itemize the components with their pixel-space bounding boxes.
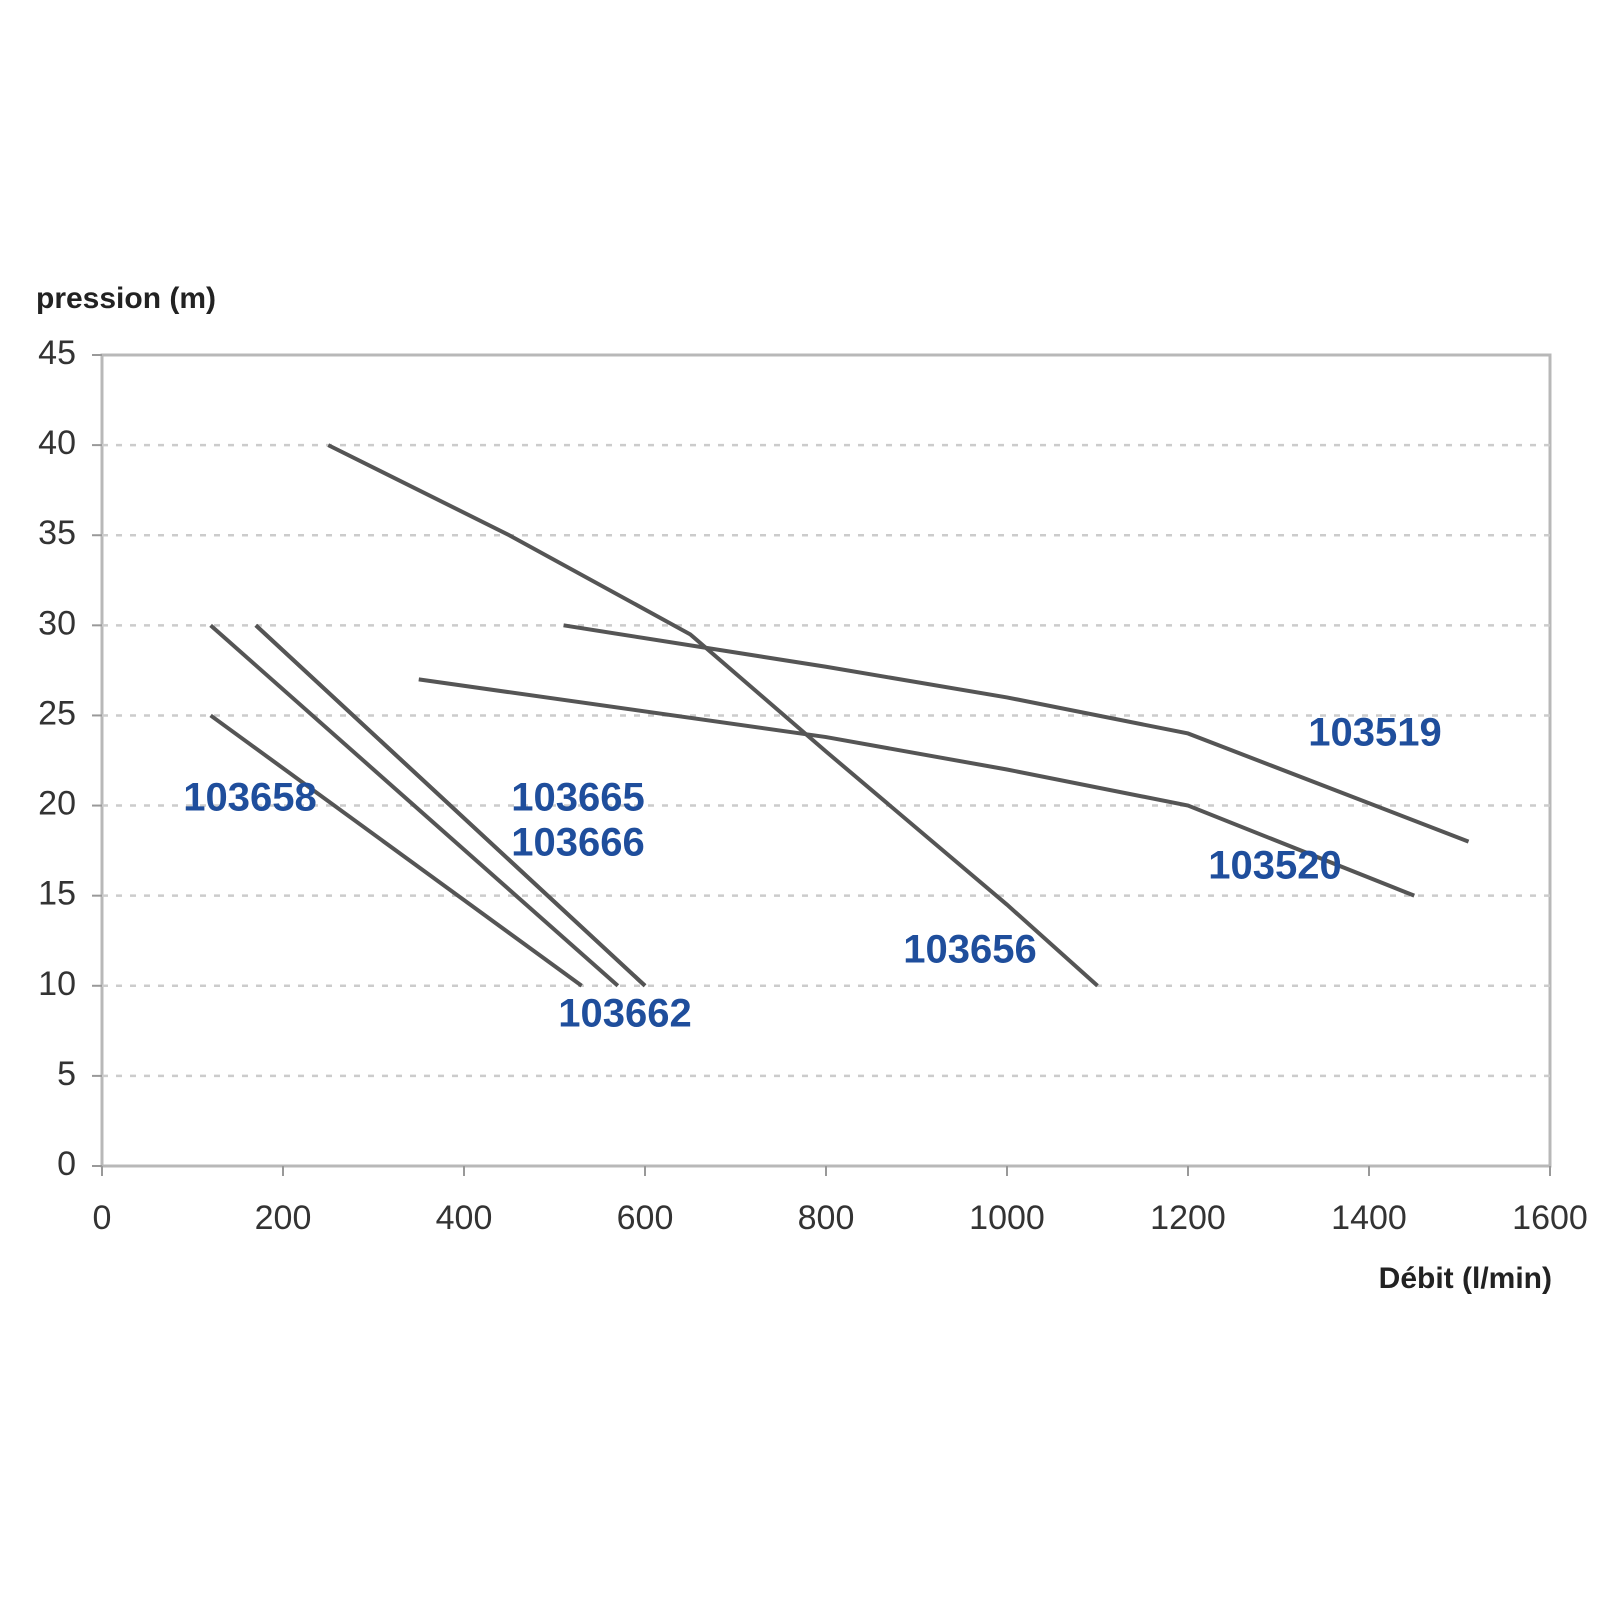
x-tick-label: 1400: [1331, 1199, 1407, 1237]
series-line: [327, 443, 1099, 988]
y-tick-label: 25: [38, 694, 76, 732]
x-tick-label: 800: [798, 1199, 855, 1237]
plot-area: [100, 353, 1552, 1168]
series-label: 103658: [183, 776, 316, 820]
x-tick-label: 1200: [1150, 1199, 1226, 1237]
y-tick-label: 0: [57, 1145, 76, 1183]
y-tick-label: 45: [38, 334, 76, 372]
series-line: [209, 713, 583, 988]
x-tick-label: 0: [93, 1199, 112, 1237]
series-label: 103666: [511, 821, 644, 865]
series-label: 103520: [1208, 844, 1341, 888]
y-tick-label: 35: [38, 514, 76, 552]
series-label: 103665: [511, 776, 644, 820]
series-label: 103519: [1308, 711, 1441, 755]
series-line: [254, 623, 647, 988]
x-axis-label: Débit (l/min): [1379, 1262, 1552, 1295]
x-tick-label: 1600: [1512, 1199, 1588, 1237]
y-tick-label: 40: [38, 424, 76, 462]
x-tick-label: 200: [255, 1199, 312, 1237]
y-tick-label: 5: [57, 1055, 76, 1093]
y-tick-label: 10: [38, 965, 76, 1003]
x-tick-label: 600: [617, 1199, 674, 1237]
series-label: 103662: [558, 992, 691, 1036]
y-tick-label: 20: [38, 785, 76, 823]
series-label: 103656: [903, 928, 1036, 972]
x-tick-label: 400: [436, 1199, 493, 1237]
series-line: [563, 623, 1470, 844]
y-tick-label: 30: [38, 604, 76, 642]
series-line: [209, 623, 620, 988]
x-tick-label: 1000: [969, 1199, 1045, 1237]
y-tick-label: 15: [38, 875, 76, 913]
y-axis-label: pression (m): [36, 282, 216, 315]
series-line: [418, 677, 1415, 898]
